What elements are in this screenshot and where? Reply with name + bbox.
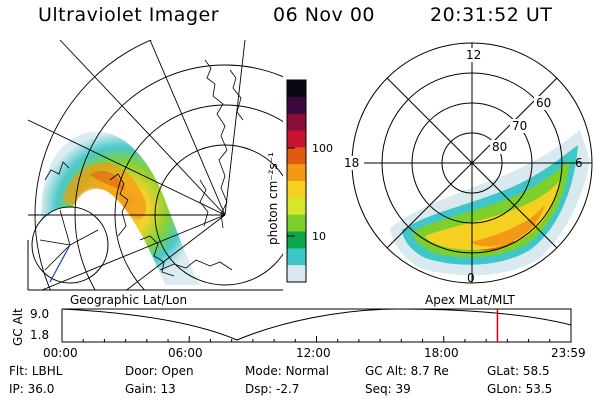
status-gain-value: 13 <box>160 382 176 396</box>
geo-caption: Geographic Lat/Lon <box>70 293 187 307</box>
mlt-label-12: 12 <box>466 48 481 62</box>
timeline-ytick-max: 9.0 <box>30 307 49 321</box>
observation-date: 06 Nov 00 <box>273 4 376 26</box>
timeline-xtick-1: 06:00 <box>168 346 203 360</box>
status-gc-alt-value: 8.7 Re <box>410 364 449 378</box>
apex-mlt-dial: 12 18 6 0 60 70 80 <box>342 42 593 285</box>
status-glon-value: 53.5 <box>525 382 553 396</box>
timeline-xtick-3: 18:00 <box>424 346 459 360</box>
mlt-label-0: 0 <box>467 271 475 285</box>
colorbar-swatch <box>287 147 306 165</box>
instrument-title: Ultraviolet Imager <box>38 4 220 26</box>
colorbar-swatch <box>287 214 306 232</box>
apex-caption: Apex MLat/MLT <box>425 293 515 307</box>
colorbar-tick-10: 10 <box>312 230 326 243</box>
observation-time: 20:31:52 UT <box>430 4 553 26</box>
colorbar-swatch <box>287 265 306 283</box>
status-glat-value: 58.5 <box>522 364 550 378</box>
status-mode-label: Mode: <box>245 364 282 378</box>
status-door: Door: Open <box>125 364 194 378</box>
altitude-curve <box>61 308 572 341</box>
status-dsp-label: Dsp: <box>245 382 273 396</box>
mlat-label-70: 70 <box>512 119 527 133</box>
status-seq: Seq: 39 <box>365 382 411 396</box>
colorbar-swatch <box>287 130 306 148</box>
aurora-oval-geo <box>41 131 200 285</box>
status-glon-label: GLon: <box>487 382 522 396</box>
status-dsp-value: -2.7 <box>275 382 300 396</box>
colorbar-swatch <box>287 164 306 182</box>
status-mode-value: Normal <box>285 364 329 378</box>
status-filter-value: LBHL <box>31 364 63 378</box>
geographic-map <box>28 40 283 290</box>
status-ip-value: 36.0 <box>27 382 55 396</box>
status-glat-label: GLat: <box>487 364 520 378</box>
mlat-label-80: 80 <box>492 140 507 154</box>
timeline-ytick-min: 1.8 <box>30 328 49 342</box>
colorbar-tick-100: 100 <box>312 142 333 155</box>
status-glat: GLat: 58.5 <box>487 364 550 378</box>
mlt-label-6: 6 <box>575 156 583 170</box>
status-seq-value: 39 <box>395 382 411 396</box>
colorbar-swatch <box>287 80 306 98</box>
status-dsp: Dsp: -2.7 <box>245 382 299 396</box>
timeline-ylabel: GC Alt <box>11 308 25 346</box>
status-gc-alt-label: GC Alt: <box>365 364 407 378</box>
status-filter: Flt: LBHL <box>9 364 62 378</box>
status-ip-label: IP: <box>9 382 24 396</box>
colorbar-swatch <box>287 113 306 131</box>
mlat-label-60: 60 <box>536 96 551 110</box>
timeline-xtick-2: 12:00 <box>296 346 331 360</box>
status-door-value: Open <box>161 364 194 378</box>
colorbar-swatch <box>287 231 306 249</box>
status-gain-label: Gain: <box>125 382 157 396</box>
altitude-timeline: GC Alt 9.0 1.8 <box>11 307 572 346</box>
colorbar-swatch <box>287 181 306 199</box>
mlt-label-18: 18 <box>344 156 359 170</box>
status-door-label: Door: <box>125 364 158 378</box>
status-mode: Mode: Normal <box>245 364 329 378</box>
colorbar-title: photon cm⁻²s⁻¹ <box>266 152 280 245</box>
status-seq-label: Seq: <box>365 382 392 396</box>
colorbar-swatch <box>287 248 306 266</box>
status-gc-alt: GC Alt: 8.7 Re <box>365 364 449 378</box>
colorbar-swatch <box>287 96 306 115</box>
intensity-colorbar <box>287 80 306 283</box>
timeline-xtick-0: 00:00 <box>43 346 78 360</box>
status-filter-label: Flt: <box>9 364 28 378</box>
status-ip: IP: 36.0 <box>9 382 54 396</box>
colorbar-swatch <box>287 197 306 216</box>
status-gain: Gain: 13 <box>125 382 176 396</box>
status-glon: GLon: 53.5 <box>487 382 552 396</box>
timeline-xtick-4: 23:59 <box>551 346 586 360</box>
